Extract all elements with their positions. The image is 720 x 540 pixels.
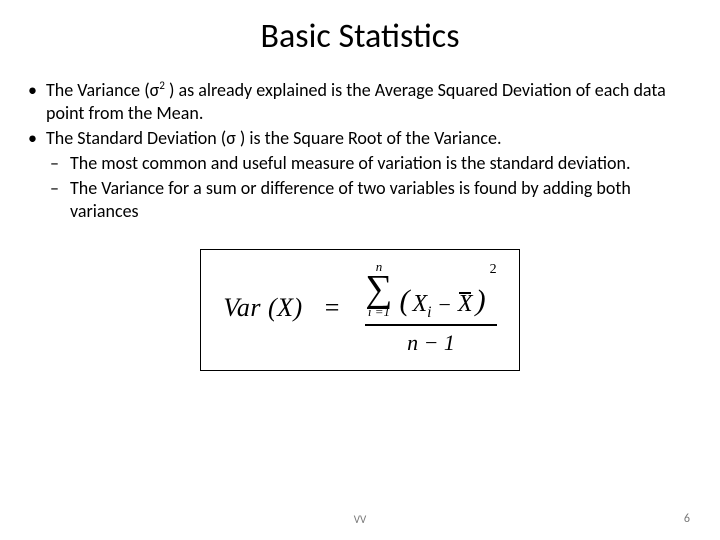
squared: 2 xyxy=(490,262,497,278)
den-one: 1 xyxy=(444,330,455,355)
slide: Basic Statistics • The Variance (σ2 ) as… xyxy=(0,0,720,540)
sub-i: i xyxy=(427,304,431,321)
x-var: X xyxy=(412,291,427,317)
formula-box: Var (X) = n ∑ i =1 ( Xi − X ) 2 xyxy=(200,249,519,371)
sub-bullet-2: – The Variance for a sum or difference o… xyxy=(50,177,692,223)
bullet-1: • The Variance (σ2 ) as already explaine… xyxy=(28,79,692,125)
den-minus: − xyxy=(424,330,439,355)
bullet-marker: • xyxy=(28,127,46,150)
variance-formula: Var (X) = n ∑ i =1 ( Xi − X ) 2 xyxy=(223,260,496,356)
bullet-2: • The Standard Deviation (σ ) is the Squ… xyxy=(28,127,692,150)
den-n: n xyxy=(407,330,418,355)
fraction-bar xyxy=(365,324,496,326)
minus-sign: − xyxy=(439,292,451,318)
x-sub-i: Xi xyxy=(412,291,431,318)
left-paren: ( xyxy=(399,284,409,318)
x-bar: X xyxy=(458,291,473,318)
sub-bullet-2-text: The Variance for a sum or difference of … xyxy=(70,177,692,223)
text-frag: ) is the Square Root of the Variance. xyxy=(236,127,502,149)
fraction: n ∑ i =1 ( Xi − X ) 2 n − xyxy=(365,260,496,356)
bullet-2-text: The Standard Deviation (σ ) is the Squar… xyxy=(46,127,692,150)
sigma-symbol: σ xyxy=(226,127,236,149)
sum-lower: i =1 xyxy=(368,305,390,318)
sigma-sum-icon: ∑ xyxy=(365,273,392,305)
slide-title: Basic Statistics xyxy=(28,16,692,57)
right-paren: ) xyxy=(476,284,486,318)
page-number: 6 xyxy=(684,512,690,526)
sub-bullet-1-text: The most common and useful measure of va… xyxy=(70,152,692,175)
denominator: n − 1 xyxy=(407,328,455,356)
numerator: n ∑ i =1 ( Xi − X ) 2 xyxy=(365,260,496,322)
formula-region: Var (X) = n ∑ i =1 ( Xi − X ) 2 xyxy=(28,249,692,371)
sub-bullet-1: – The most common and useful measure of … xyxy=(50,152,692,175)
bullet-1-text: The Variance (σ2 ) as already explained … xyxy=(46,79,692,125)
bullet-marker: • xyxy=(28,79,46,125)
footer-center: VV xyxy=(0,513,720,526)
text-frag: The Variance ( xyxy=(46,79,150,101)
formula-lhs: Var (X) xyxy=(223,293,302,323)
bullet-list: • The Variance (σ2 ) as already explaine… xyxy=(28,79,692,223)
dash-marker: – xyxy=(50,177,70,223)
equals-sign: = xyxy=(325,293,340,323)
summation: n ∑ i =1 xyxy=(365,260,392,318)
sigma-symbol: σ xyxy=(150,79,160,101)
dash-marker: – xyxy=(50,152,70,175)
text-frag: The Standard Deviation ( xyxy=(46,127,226,149)
